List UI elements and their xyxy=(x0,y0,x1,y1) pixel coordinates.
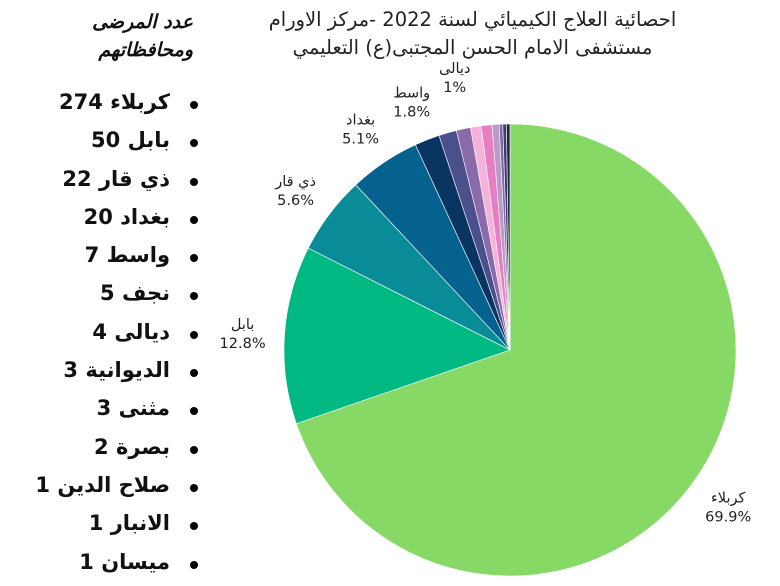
province-list-item: نجف 5 xyxy=(8,279,198,317)
province-count: 2 xyxy=(94,434,109,459)
province-entry-text: ذي قار 22 xyxy=(62,167,170,191)
bullet-icon xyxy=(190,369,198,378)
province-count: 1 xyxy=(79,549,94,574)
province-name: ميسان xyxy=(101,549,170,574)
province-count: 1 xyxy=(35,472,50,497)
chart-subtitle: مستشفى الامام الحسن المجتبى(ع) التعليمي xyxy=(292,36,653,59)
slice-label: واسط xyxy=(393,86,430,102)
province-count: 274 xyxy=(59,90,103,114)
province-entry-text: واسط 7 xyxy=(85,243,170,267)
slice-percent-label: 69.9% xyxy=(705,510,751,526)
province-name: الانبار xyxy=(110,511,170,536)
province-list-item: صلاح الدين 1 xyxy=(8,471,198,509)
pie-slice xyxy=(295,123,737,577)
province-list-item: الديوانية 3 xyxy=(8,356,198,394)
bullet-icon xyxy=(190,215,198,224)
slice-label: بابل xyxy=(231,317,254,333)
province-count: 3 xyxy=(63,358,79,383)
province-entry-text: الديوانية 3 xyxy=(63,358,170,382)
pie-slice xyxy=(506,123,511,351)
bullet-icon xyxy=(190,560,198,569)
province-count: 4 xyxy=(92,319,107,344)
bullet-icon xyxy=(190,292,198,301)
province-list-item: كربلاء 274 xyxy=(8,88,198,126)
province-count: 1 xyxy=(88,511,104,536)
slice-percent-label: 12.8% xyxy=(220,336,266,352)
province-entry-text: صلاح الدين 1 xyxy=(35,473,170,497)
province-count: 5 xyxy=(100,281,115,306)
province-list-item: ديالى 4 xyxy=(8,318,198,356)
province-name: صلاح الدين xyxy=(57,472,170,497)
province-entry-text: ديالى 4 xyxy=(92,320,170,344)
province-entry-text: كربلاء 274 xyxy=(59,90,170,114)
slice-label: كربلاء xyxy=(711,491,746,507)
slice-label: بغداد xyxy=(346,113,375,129)
province-entry-text: بابل 50 xyxy=(91,128,170,152)
bullet-icon xyxy=(190,483,198,492)
chart-title-block: احصائية العلاج الكيميائي لسنة 2022 -مركز… xyxy=(220,6,725,62)
province-count: 50 xyxy=(91,128,121,153)
province-list-item: الانبار 1 xyxy=(8,509,198,547)
bullet-icon xyxy=(190,445,198,454)
patients-by-province-panel: عدد المرضى ومحافظاتهم كربلاء 274 بابل 50 ذ… xyxy=(8,8,198,578)
bullet-icon xyxy=(190,522,198,531)
province-list-item: بغداد 20 xyxy=(8,203,198,241)
province-count: 22 xyxy=(62,166,92,191)
province-list-item: ميسان 1 xyxy=(8,548,198,586)
province-name: بغداد xyxy=(120,204,170,229)
province-name: بابل xyxy=(127,128,170,153)
province-count: 7 xyxy=(84,243,100,268)
slice-percent-label: 1.8% xyxy=(393,105,430,121)
sidebar-title: عدد المرضى ومحافظاتهم xyxy=(8,8,193,64)
bullet-icon xyxy=(190,254,198,263)
province-list-item: بابل 50 xyxy=(8,126,198,164)
pie-slice xyxy=(283,247,511,424)
province-name: ذي قار xyxy=(98,166,170,191)
province-list-item: ذي قار 22 xyxy=(8,165,198,203)
bullet-icon xyxy=(190,101,198,109)
chart-title: احصائية العلاج الكيميائي لسنة 2022 -مركز… xyxy=(268,8,677,31)
province-name: مثنى xyxy=(118,396,170,421)
bullet-icon xyxy=(190,139,198,148)
province-name: واسط xyxy=(106,243,170,268)
province-count: 3 xyxy=(96,396,112,421)
province-entry-text: بغداد 20 xyxy=(84,205,170,229)
slice-percent-label: 1% xyxy=(443,80,466,96)
bullet-icon xyxy=(190,330,198,339)
bullet-icon xyxy=(190,177,198,186)
province-entry-text: الانبار 1 xyxy=(89,511,170,535)
slice-percent-label: 5.1% xyxy=(342,132,379,148)
slice-label: ديالى xyxy=(439,61,470,77)
bullet-icon xyxy=(190,407,198,416)
province-name: ديالى xyxy=(114,319,170,344)
province-count: 20 xyxy=(83,204,113,229)
province-list-item: واسط 7 xyxy=(8,241,198,279)
province-name: كربلاء xyxy=(110,90,170,114)
sidebar-title-line1: عدد المرضى xyxy=(92,11,193,33)
slice-label: ذي قار xyxy=(274,174,316,190)
province-entry-text: بصرة 2 xyxy=(94,435,170,459)
province-entry-text: نجف 5 xyxy=(100,281,170,305)
province-name: الديوانية xyxy=(85,358,170,383)
province-name: بصرة xyxy=(115,434,170,459)
province-list-item: بصرة 2 xyxy=(8,433,198,471)
province-entry-text: ميسان 1 xyxy=(79,550,170,574)
province-entry-text: مثنى 3 xyxy=(97,396,170,420)
sidebar-title-line2: ومحافظاتهم xyxy=(98,39,193,61)
province-list: كربلاء 274 بابل 50 ذي قار 22 بغداد 20 واسط 7… xyxy=(8,88,198,586)
province-name: نجف xyxy=(121,281,170,306)
province-list-item: مثنى 3 xyxy=(8,394,198,432)
slice-percent-label: 5.6% xyxy=(277,193,314,209)
